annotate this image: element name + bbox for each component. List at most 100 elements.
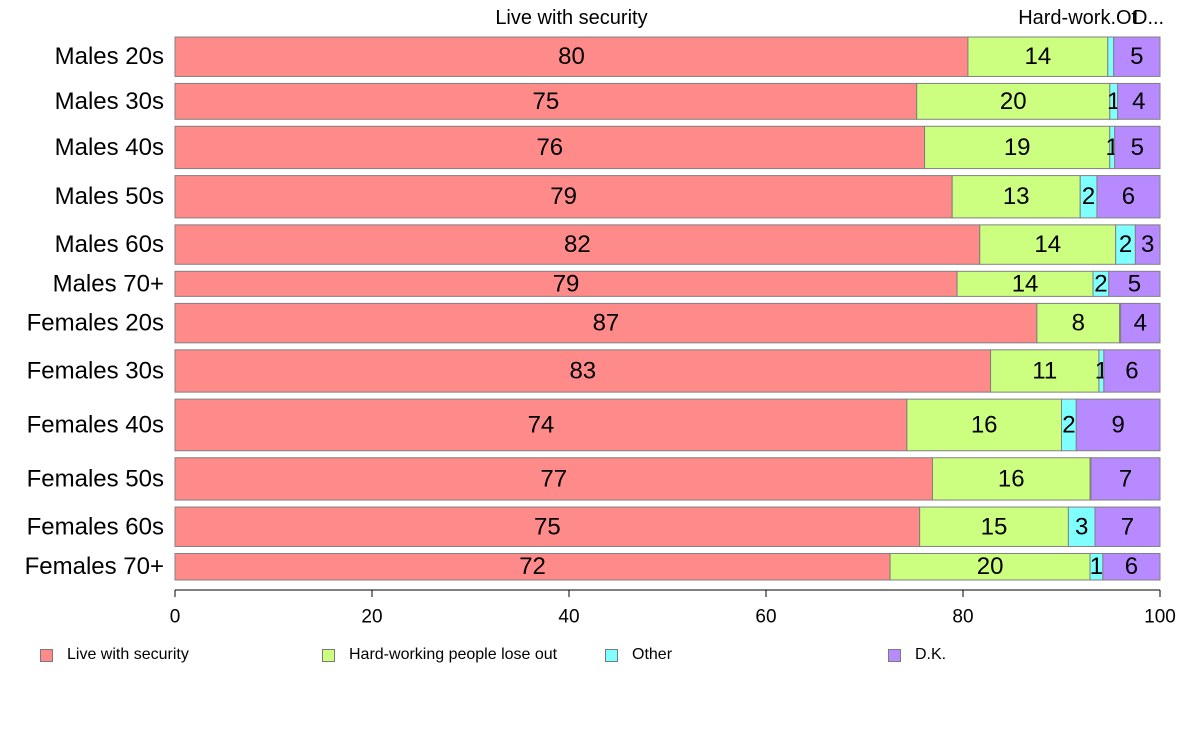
- category-label: Females 60s: [27, 513, 164, 540]
- bar-segment: [1090, 457, 1161, 501]
- data-label: 4: [1134, 310, 1147, 337]
- data-label: 9: [1111, 411, 1124, 438]
- legend: Live with security Hard-working people l…: [0, 644, 1188, 668]
- data-label: 20: [977, 553, 1004, 580]
- data-label: 2: [1082, 183, 1095, 210]
- data-label: 6: [1125, 553, 1138, 580]
- category-label: Females 30s: [27, 357, 164, 384]
- bar-segment: [1120, 302, 1161, 344]
- data-label: 2: [1062, 411, 1075, 438]
- x-tick-label: 100: [1144, 607, 1176, 628]
- category-label: Females 40s: [27, 411, 164, 438]
- bar-segment: [967, 36, 1109, 77]
- data-label: 77: [540, 465, 567, 492]
- data-label: 1: [1090, 553, 1103, 580]
- bar-segment: [174, 506, 921, 547]
- legend-label: D.K.: [915, 646, 947, 663]
- bar-segment: [951, 175, 1081, 219]
- bar-segment: [1094, 506, 1161, 547]
- bar-segment: [906, 398, 1062, 452]
- bar-segment: [174, 302, 1038, 344]
- legend-swatch: [40, 648, 53, 662]
- data-label: 3: [1075, 513, 1088, 540]
- x-tick-label: 0: [170, 607, 181, 628]
- bar-segment: [1113, 36, 1161, 77]
- data-label: 5: [1128, 270, 1141, 297]
- bar-segment: [174, 125, 926, 170]
- legend-label: Other: [632, 646, 673, 663]
- bar-segment: [174, 175, 953, 219]
- x-tick-label: 20: [361, 607, 382, 628]
- data-label: 5: [1131, 134, 1144, 161]
- data-label: 76: [536, 134, 563, 161]
- data-label: 83: [569, 357, 596, 384]
- data-label: 14: [1012, 270, 1039, 297]
- category-label: Males 30s: [55, 88, 164, 115]
- category-label: Males 60s: [55, 231, 164, 258]
- data-label: 75: [532, 88, 559, 115]
- legend-label: Hard-working people lose out: [349, 646, 558, 663]
- data-label: 20: [1000, 88, 1027, 115]
- bar-segment: [916, 82, 1111, 120]
- category-label: Males 70+: [53, 270, 164, 297]
- bar-segment: [174, 270, 958, 297]
- data-label: 7: [1119, 465, 1132, 492]
- bar-segment: [1114, 125, 1161, 170]
- data-label: 14: [1034, 231, 1061, 258]
- x-axis: 0 20 40 60 80 100: [170, 589, 1176, 628]
- data-label: 4: [1132, 88, 1145, 115]
- data-label: 8: [1072, 310, 1085, 337]
- legend-item-other: Other: [605, 644, 672, 666]
- category-label: Females 50s: [27, 465, 164, 492]
- data-label: 2: [1119, 231, 1132, 258]
- top-label: D...: [1133, 7, 1164, 29]
- legend-item-dk: D.K.: [888, 644, 946, 666]
- legend-label: Live with security: [67, 646, 189, 663]
- bar-segment: [1096, 175, 1161, 219]
- legend-swatch: [322, 648, 335, 662]
- top-series-labels: Live with security Hard-work. OtD...: [495, 7, 1164, 29]
- legend-swatch: [888, 648, 901, 662]
- data-label: 79: [553, 270, 580, 297]
- bar-segment: [1107, 36, 1115, 77]
- data-label: 16: [971, 411, 998, 438]
- data-label: 11: [1032, 357, 1057, 384]
- x-tick-label: 60: [755, 607, 776, 628]
- data-label: 2: [1094, 270, 1107, 297]
- bar-segment: [1117, 82, 1161, 120]
- data-label: 6: [1122, 183, 1135, 210]
- bars: 80 14 575 20 1 476 19 1 579 13 2 682 14 2 379 14 2 587 8 48…: [174, 36, 1161, 581]
- data-label: 80: [558, 43, 585, 70]
- bar-segment: [1134, 224, 1161, 265]
- legend-swatch: [605, 648, 618, 662]
- x-tick-label: 40: [558, 607, 579, 628]
- data-label: 6: [1125, 357, 1138, 384]
- data-label: 79: [550, 183, 577, 210]
- bar-segment: [931, 457, 1091, 501]
- data-label: 14: [1025, 43, 1052, 70]
- x-tick-label: 80: [952, 607, 973, 628]
- bar-segment: [990, 349, 1100, 393]
- category-label: Males 50s: [55, 183, 164, 210]
- bar-segment: [1102, 552, 1161, 581]
- data-label: 82: [564, 231, 591, 258]
- data-label: 19: [1004, 134, 1031, 161]
- data-label: 87: [593, 310, 620, 337]
- data-label: 74: [528, 411, 555, 438]
- category-label: Males 40s: [55, 134, 164, 161]
- bar-segment: [174, 224, 981, 265]
- bar-segment: [956, 270, 1094, 297]
- bar-segment: [1103, 349, 1161, 393]
- data-label: 16: [998, 465, 1025, 492]
- bar-segment: [979, 224, 1117, 265]
- data-label: 15: [981, 513, 1008, 540]
- top-label: Live with security: [495, 7, 647, 29]
- data-label: 75: [534, 513, 561, 540]
- bar-segment: [174, 457, 933, 501]
- legend-item-hard-working: Hard-working people lose out: [322, 644, 557, 666]
- legend-item-live-with-security: Live with security: [40, 644, 189, 666]
- top-label: Hard-work.: [1018, 7, 1116, 29]
- data-label: 72: [519, 553, 546, 580]
- bar-segment: [919, 506, 1069, 547]
